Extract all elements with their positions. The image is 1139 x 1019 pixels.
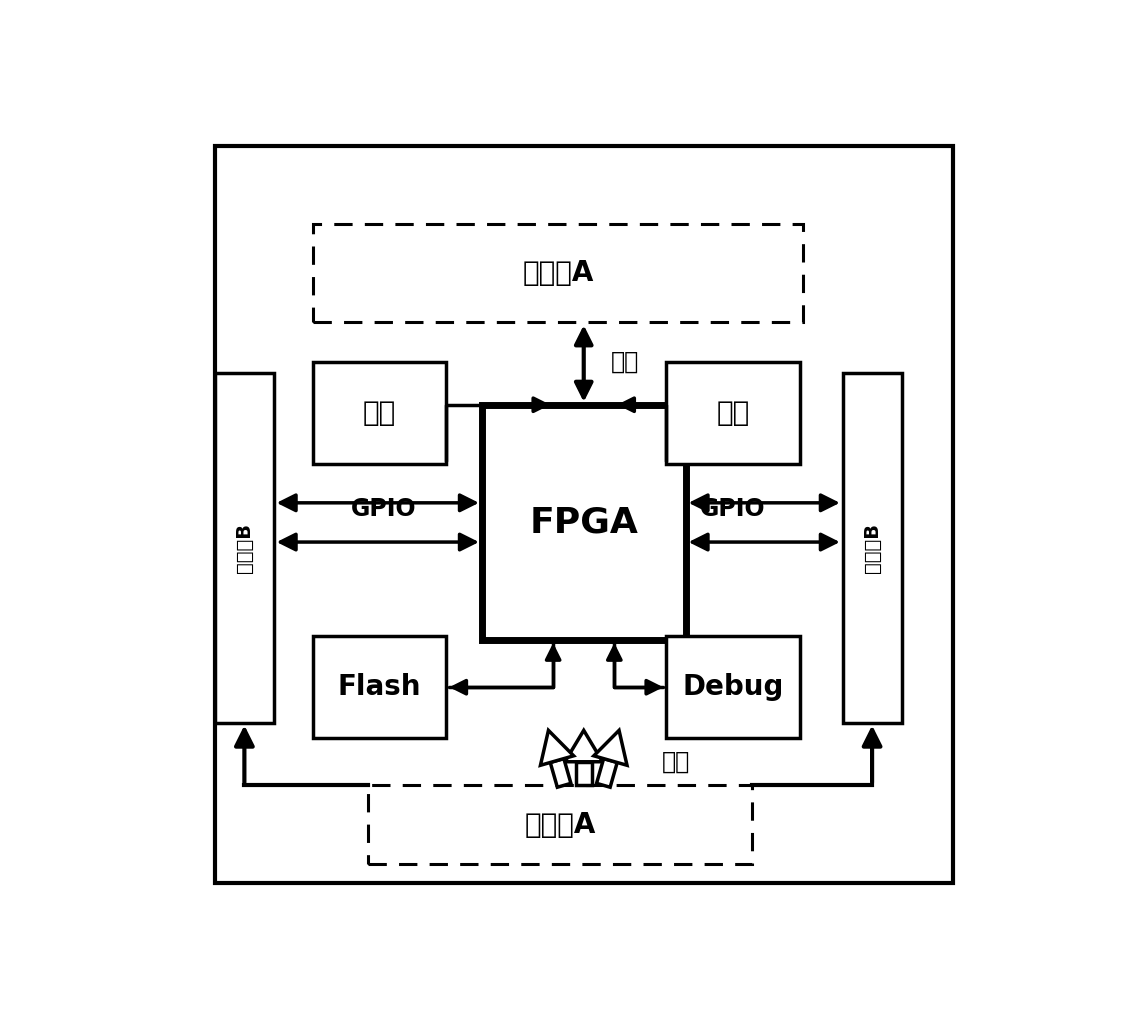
Bar (666, 636, 800, 738)
Text: 通信: 通信 (612, 350, 639, 374)
Text: Debug: Debug (682, 674, 784, 701)
Bar (368, 786, 753, 864)
Bar (666, 362, 800, 464)
Bar (313, 362, 446, 464)
Text: 复位: 复位 (716, 398, 749, 427)
Text: Flash: Flash (338, 674, 421, 701)
Polygon shape (550, 758, 571, 788)
Text: GPIO: GPIO (700, 497, 765, 521)
Text: 连接器A: 连接器A (525, 810, 596, 839)
Bar (313, 636, 446, 738)
Bar (482, 405, 686, 640)
Polygon shape (593, 731, 628, 765)
Polygon shape (540, 731, 574, 765)
Text: GPIO: GPIO (351, 497, 417, 521)
Text: 时钟: 时钟 (363, 398, 396, 427)
Bar (843, 373, 901, 722)
Text: 连接器A: 连接器A (523, 259, 593, 287)
Text: 连接器B: 连接器B (235, 523, 254, 573)
Text: FPGA: FPGA (530, 505, 638, 539)
Text: 连接器B: 连接器B (862, 523, 882, 573)
Polygon shape (576, 762, 591, 786)
Polygon shape (597, 758, 617, 788)
Text: 供电: 供电 (662, 750, 690, 773)
Polygon shape (565, 731, 603, 762)
Bar (313, 224, 803, 322)
Bar (215, 373, 273, 722)
